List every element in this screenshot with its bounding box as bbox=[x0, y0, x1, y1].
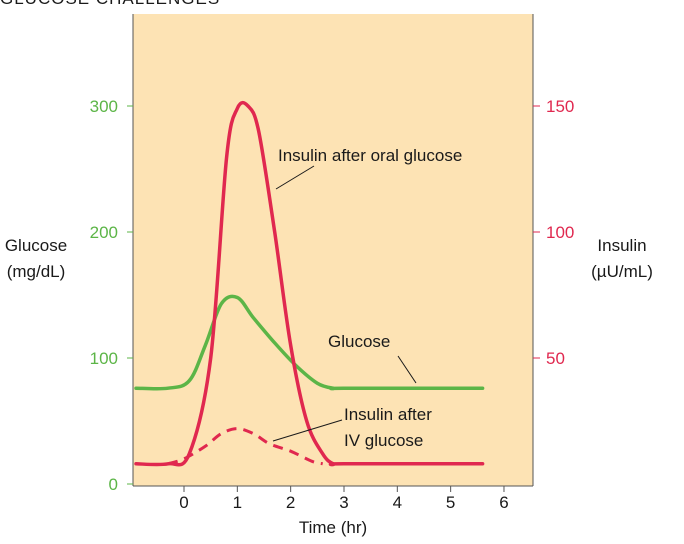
series-line-insulin-oral bbox=[134, 100, 485, 467]
annotation-oral: Insulin after oral glucose bbox=[278, 146, 462, 165]
right-axis-label-line1: Insulin bbox=[597, 236, 646, 255]
series-line-insulin-iv bbox=[167, 427, 324, 466]
x-tick-label: 3 bbox=[339, 493, 348, 512]
left-tick-label: 200 bbox=[90, 223, 118, 242]
left-tick-label: 300 bbox=[90, 97, 118, 116]
x-ticks: 0 1 2 3 4 5 6 bbox=[179, 486, 509, 512]
annotation-oral-leader bbox=[275, 165, 315, 190]
x-tick-label: 0 bbox=[179, 493, 188, 512]
x-tick-label: 1 bbox=[233, 493, 242, 512]
left-axis-label-line2: (mg/dL) bbox=[7, 262, 66, 281]
x-tick-label: 5 bbox=[446, 493, 455, 512]
left-ticks: 0 100 200 300 bbox=[90, 97, 133, 494]
annotation-glucose-leader bbox=[397, 355, 417, 384]
annotation-iv-leader bbox=[272, 419, 343, 442]
left-tick-label: 100 bbox=[90, 349, 118, 368]
annotation-glucose: Glucose bbox=[328, 332, 390, 351]
annotation-iv-line2: IV glucose bbox=[344, 431, 423, 450]
x-tick-label: 2 bbox=[286, 493, 295, 512]
x-tick-label: 4 bbox=[393, 493, 402, 512]
chart-title: GLUCOSE CHALLENGES bbox=[0, 0, 220, 8]
x-tick-label: 6 bbox=[499, 493, 508, 512]
right-tick-label: 100 bbox=[546, 223, 574, 242]
series-line-glucose bbox=[134, 294, 485, 391]
annotation-iv-line1: Insulin after bbox=[344, 405, 432, 424]
right-ticks: 50 100 150 bbox=[533, 97, 574, 368]
x-axis-label: Time (hr) bbox=[299, 518, 367, 537]
right-tick-label: 50 bbox=[546, 349, 565, 368]
right-tick-label: 150 bbox=[546, 97, 574, 116]
left-tick-label: 0 bbox=[109, 475, 118, 494]
plot-area bbox=[133, 14, 533, 486]
right-axis-label-line2: (µU/mL) bbox=[591, 262, 653, 281]
left-axis-label-line1: Glucose bbox=[5, 236, 67, 255]
